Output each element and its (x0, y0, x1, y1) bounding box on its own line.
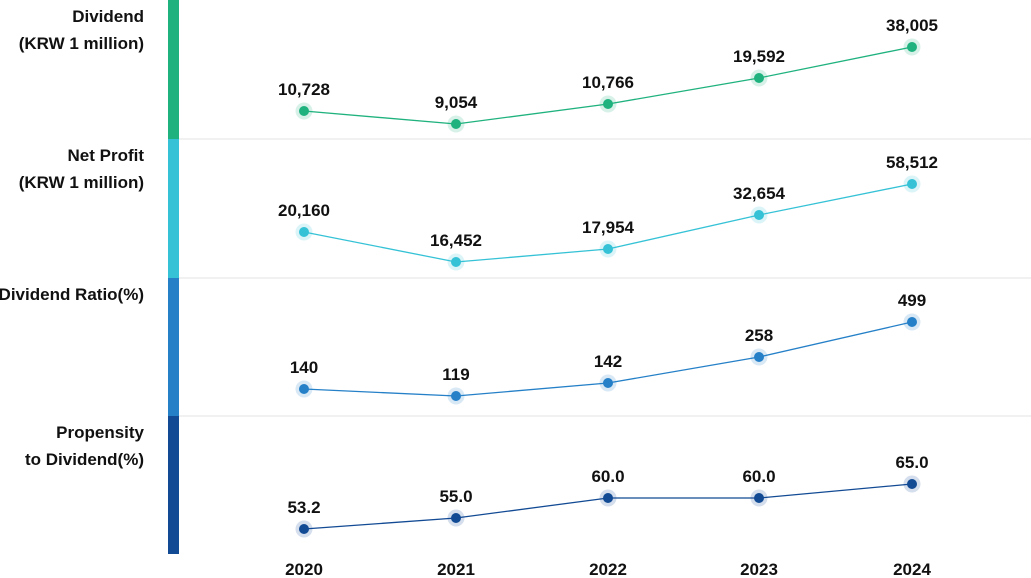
data-point (603, 493, 613, 503)
x-axis: 2020 2021 2022 2023 2024 (285, 560, 931, 578)
x-tick-label: 2022 (589, 560, 627, 578)
panel-label: Net Profit (KRW 1 million) (19, 146, 145, 192)
data-point (299, 106, 309, 116)
data-label: 38,005 (886, 16, 938, 35)
data-point (754, 352, 764, 362)
data-label: 58,512 (886, 153, 938, 172)
data-label: 499 (898, 291, 926, 310)
data-label: 140 (290, 358, 318, 377)
data-point (451, 257, 461, 267)
x-tick-label: 2024 (893, 560, 931, 578)
data-point (907, 179, 917, 189)
x-tick-label: 2021 (437, 560, 475, 578)
panel-label: Propensity to Dividend(%) (25, 423, 145, 469)
x-tick-label: 2020 (285, 560, 323, 578)
data-label: 142 (594, 352, 622, 371)
data-label: 17,954 (582, 218, 635, 237)
panel-color-bar (168, 278, 179, 416)
panel-color-bar (168, 416, 179, 554)
data-label: 258 (745, 326, 773, 345)
data-point (451, 513, 461, 523)
data-point (907, 317, 917, 327)
data-point (603, 378, 613, 388)
data-point (451, 119, 461, 129)
data-label: 119 (442, 365, 469, 384)
data-label: 10,728 (278, 80, 330, 99)
data-point (451, 391, 461, 401)
panel-1: Dividend (KRW 1 million) 10,728 9,054 10,766… (19, 0, 1031, 140)
panel-label: Dividend (KRW 1 million) (19, 7, 144, 53)
panel-2: Net Profit (KRW 1 million) 20,160 16,452 17,… (19, 139, 1031, 279)
data-label: 53.2 (287, 498, 320, 517)
data-point (754, 493, 764, 503)
data-label: 20,160 (278, 201, 330, 220)
data-label: 60.0 (591, 467, 624, 486)
data-label: 60.0 (742, 467, 775, 486)
panel-4: Propensity to Dividend(%) 53.2 55.0 60.0 60.0… (25, 416, 929, 554)
data-label: 10,766 (582, 73, 634, 92)
x-tick-label: 2023 (740, 560, 778, 578)
data-point (754, 73, 764, 83)
data-point (603, 99, 613, 109)
panel-3: Dividend Ratio(%) 140 119 142 258 499 (0, 278, 1031, 417)
panels-layer: Dividend (KRW 1 million) 10,728 9,054 10,766… (0, 0, 1031, 554)
data-point (754, 210, 764, 220)
data-label: 55.0 (439, 487, 472, 506)
data-label: 32,654 (733, 184, 786, 203)
panel-label: Dividend Ratio(%) (0, 285, 144, 304)
data-label: 9,054 (435, 93, 478, 112)
data-point (299, 384, 309, 394)
data-label: 19,592 (733, 47, 785, 66)
data-point (299, 524, 309, 534)
panel-color-bar (168, 0, 179, 139)
data-point (299, 227, 309, 237)
data-point (603, 244, 613, 254)
data-label: 16,452 (430, 231, 482, 250)
panel-color-bar (168, 139, 179, 278)
data-point (907, 42, 917, 52)
data-label: 65.0 (895, 453, 928, 472)
data-point (907, 479, 917, 489)
